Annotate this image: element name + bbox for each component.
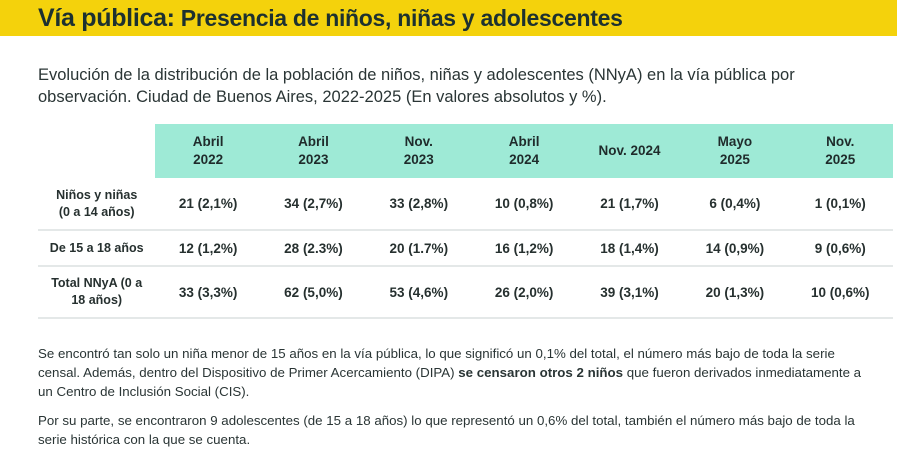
table-cell: 10 (0,6%) — [787, 266, 893, 319]
table-row: De 15 a 18 años 12 (1,2%) 28 (2.3%) 20 (1.7… — [38, 230, 893, 267]
row-label: Niños y niñas (0 a 14 años) — [38, 178, 156, 231]
table-cell: 39 (3,1%) — [576, 266, 683, 319]
column-header-line: 2022 — [193, 152, 224, 167]
column-header-line: 2023 — [403, 152, 434, 167]
column-header: Abril 2022 — [155, 124, 261, 178]
column-header-line: Mayo — [717, 134, 753, 149]
table-cell: 26 (2,0%) — [471, 266, 577, 319]
title-bar — [0, 0, 897, 36]
page-title: Vía pública: Presencia de niños, niñas y… — [38, 4, 623, 33]
table-cell: 20 (1,3%) — [682, 266, 788, 319]
column-header-line: Nov. 2024 — [598, 143, 661, 158]
table-cell: 18 (1,4%) — [576, 230, 683, 267]
column-header-line: Abril — [508, 134, 540, 149]
column-header-line: 2024 — [509, 152, 540, 167]
column-header-line: Abril — [298, 134, 329, 149]
table-row: Niños y niñas (0 a 14 años) 21 (2,1%) 34 (2… — [38, 178, 893, 231]
column-header-line: 2023 — [298, 152, 329, 167]
column-header: Nov. 2023 — [366, 124, 472, 178]
table-cell: 53 (4,6%) — [366, 266, 472, 319]
column-header: Abril 2023 — [260, 124, 367, 178]
row-label: De 15 a 18 años — [38, 230, 156, 267]
table-cell: 14 (0,9%) — [682, 230, 788, 267]
notes: Se encontró tan solo un niña menor de 15… — [38, 344, 878, 459]
column-header-line: Nov. — [404, 134, 433, 149]
table-cell: 21 (1,7%) — [576, 178, 683, 231]
note-2: Por su parte, se encontraron 9 adolescen… — [38, 413, 855, 447]
note-1-text: Se encontró tan solo un niña menor de 15… — [38, 346, 835, 380]
column-header: Mayo 2025 — [682, 124, 788, 178]
row-label-line: (0 a 14 años) — [58, 204, 135, 219]
table-cell: 20 (1.7%) — [366, 230, 472, 267]
column-header-line: 2025 — [719, 152, 750, 167]
table-cell: 12 (1,2%) — [155, 230, 261, 267]
column-header-line: Nov. — [826, 134, 855, 149]
data-table: Abril 2022 Abril 2023 Nov. 2023 Abril 2024 Nov. … — [38, 124, 893, 319]
note-1-bold: se censaron otros 2 niños — [458, 365, 624, 380]
table-cell: 33 (3,3%) — [155, 266, 261, 319]
row-label-line: De 15 a 18 años — [49, 240, 144, 255]
column-header: Abril 2024 — [471, 124, 577, 178]
table-cell: 33 (2,8%) — [366, 178, 472, 231]
table-cell: 28 (2.3%) — [260, 230, 367, 267]
table-cell: 1 (0,1%) — [787, 178, 893, 231]
table-cell: 6 (0,4%) — [682, 178, 788, 231]
note-1-text-end: que fueron derivados inmediatamente a un… — [38, 365, 862, 399]
table-cell: 34 (2,7%) — [260, 178, 367, 231]
column-header-line: Abril — [192, 134, 224, 149]
row-label: Total NNyA (0 a 18 años) — [38, 266, 156, 319]
table-cell: 10 (0,8%) — [471, 178, 577, 231]
table-cell: 62 (5,0%) — [260, 266, 367, 319]
table-cell: 9 (0,6%) — [787, 230, 893, 267]
row-label-line: Niños y niñas — [56, 187, 138, 202]
title-rest: Presencia de niños, niñas y adolescentes — [174, 5, 623, 31]
row-label-line: Total NNyA (0 a — [51, 276, 143, 290]
table-row: Total NNyA (0 a 18 años) 33 (3,3%) 62 (5,0%… — [38, 266, 893, 319]
header-row: Abril 2022 Abril 2023 Nov. 2023 Abril 2024 Nov. … — [38, 124, 893, 178]
column-header: Nov. 2025 — [787, 124, 893, 178]
note-1: Se encontró tan solo un niña menor de 15… — [38, 344, 878, 401]
corner-cell — [38, 124, 156, 178]
column-header: Nov. 2024 — [576, 124, 683, 178]
table-cell: 21 (2,1%) — [155, 178, 261, 231]
title-lead: Vía pública: — [38, 4, 175, 32]
row-label-line: 18 años) — [71, 293, 123, 307]
table-cell: 16 (1,2%) — [471, 230, 577, 267]
table-caption: Evolución de la distribución de la pobla… — [38, 66, 795, 106]
column-header-line: 2025 — [825, 152, 856, 167]
